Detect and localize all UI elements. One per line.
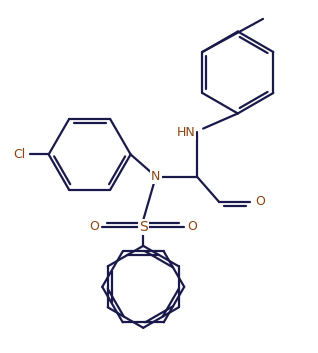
- Text: O: O: [89, 220, 99, 233]
- Text: O: O: [187, 220, 197, 233]
- Text: S: S: [139, 220, 148, 234]
- Text: Cl: Cl: [13, 148, 25, 161]
- Text: HN: HN: [176, 126, 195, 139]
- Text: N: N: [151, 170, 161, 183]
- Text: O: O: [255, 195, 265, 208]
